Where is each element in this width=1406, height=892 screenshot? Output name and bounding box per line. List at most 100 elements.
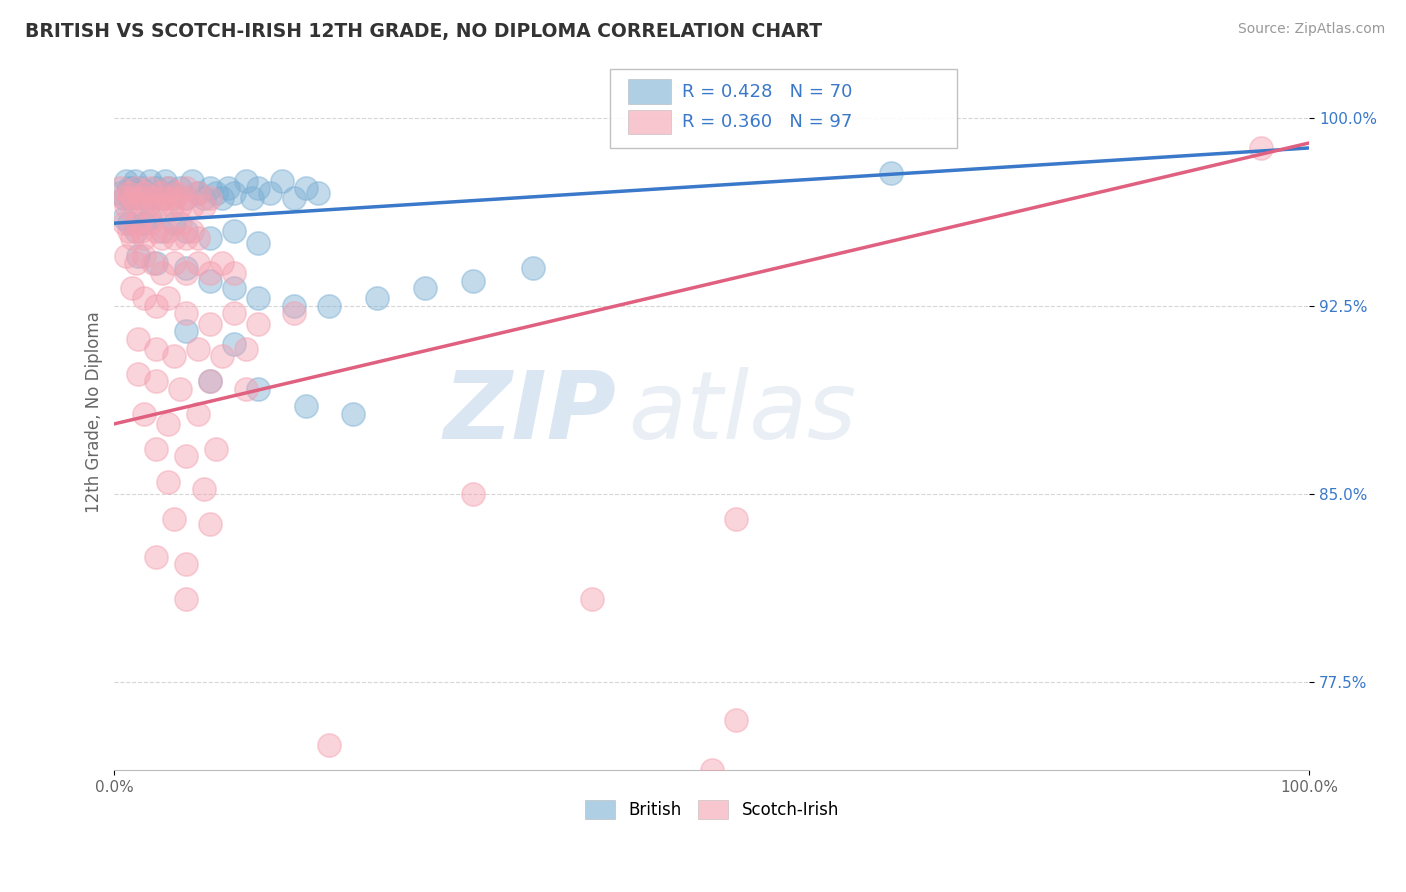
Point xyxy=(160,199,183,213)
Point xyxy=(173,191,195,205)
Point xyxy=(118,181,141,195)
Point xyxy=(174,231,197,245)
Point xyxy=(198,317,221,331)
Point xyxy=(150,191,173,205)
Point xyxy=(169,216,191,230)
Point xyxy=(142,191,165,205)
Point xyxy=(198,274,221,288)
Point xyxy=(112,211,135,226)
Point xyxy=(149,186,172,200)
Point xyxy=(110,181,132,195)
Point xyxy=(163,191,186,205)
Point xyxy=(193,191,215,205)
Point xyxy=(205,186,228,200)
Point xyxy=(187,256,209,270)
Point xyxy=(187,186,209,200)
Text: R = 0.428   N = 70: R = 0.428 N = 70 xyxy=(682,83,852,101)
Point xyxy=(294,181,316,195)
Point xyxy=(136,186,159,200)
Point xyxy=(157,181,180,195)
Point xyxy=(181,224,204,238)
Point xyxy=(522,261,544,276)
Point xyxy=(121,191,143,205)
Point xyxy=(118,216,141,230)
FancyBboxPatch shape xyxy=(610,70,956,148)
Point xyxy=(121,181,143,195)
Point xyxy=(127,191,149,205)
Point xyxy=(294,399,316,413)
Point xyxy=(174,306,197,320)
Point xyxy=(112,191,135,205)
Point xyxy=(145,299,167,313)
Point xyxy=(198,266,221,280)
Point xyxy=(118,224,141,238)
Point xyxy=(1250,141,1272,155)
Point xyxy=(112,216,135,230)
Point xyxy=(145,342,167,356)
Point xyxy=(142,191,165,205)
Point xyxy=(174,191,197,205)
Point xyxy=(139,173,162,187)
Point xyxy=(413,281,436,295)
Point xyxy=(125,224,148,238)
Point xyxy=(187,231,209,245)
Point xyxy=(211,256,233,270)
Point xyxy=(157,417,180,431)
Point xyxy=(139,181,162,195)
Point xyxy=(121,231,143,245)
Point xyxy=(163,349,186,363)
FancyBboxPatch shape xyxy=(628,79,671,103)
Point xyxy=(129,224,152,238)
Point xyxy=(198,374,221,388)
Text: ZIP: ZIP xyxy=(443,367,616,458)
Point xyxy=(307,186,329,200)
Y-axis label: 12th Grade, No Diploma: 12th Grade, No Diploma xyxy=(86,311,103,514)
Point xyxy=(174,181,197,195)
Point xyxy=(169,199,191,213)
Point xyxy=(134,407,156,421)
Point xyxy=(222,186,245,200)
Point xyxy=(134,216,156,230)
Point xyxy=(160,186,183,200)
Text: Source: ZipAtlas.com: Source: ZipAtlas.com xyxy=(1237,22,1385,37)
Text: R = 0.360   N = 97: R = 0.360 N = 97 xyxy=(682,113,852,131)
Point xyxy=(153,173,176,187)
Point xyxy=(211,349,233,363)
Point xyxy=(163,256,186,270)
Point xyxy=(240,191,263,205)
Point xyxy=(134,186,156,200)
Point xyxy=(157,181,180,195)
Point xyxy=(134,249,156,263)
Point xyxy=(134,191,156,205)
Point xyxy=(235,342,257,356)
Point xyxy=(187,186,209,200)
Point xyxy=(145,181,167,195)
Point xyxy=(259,186,281,200)
Point xyxy=(125,216,148,230)
Point xyxy=(174,261,197,276)
Point xyxy=(581,592,603,607)
Point xyxy=(142,256,165,270)
Point xyxy=(461,487,484,501)
Point xyxy=(125,186,148,200)
Point xyxy=(222,281,245,295)
Point xyxy=(880,166,903,180)
Point xyxy=(127,199,149,213)
Point xyxy=(174,324,197,338)
Point xyxy=(169,181,191,195)
Point xyxy=(700,763,723,777)
Point xyxy=(145,199,167,213)
Point xyxy=(134,292,156,306)
Point xyxy=(235,382,257,396)
Point xyxy=(163,231,186,245)
Point xyxy=(118,191,141,205)
Point xyxy=(163,512,186,526)
Point xyxy=(129,191,152,205)
Point xyxy=(181,199,204,213)
Point xyxy=(153,191,176,205)
Point xyxy=(198,231,221,245)
Point xyxy=(211,191,233,205)
Point xyxy=(270,173,292,187)
Text: BRITISH VS SCOTCH-IRISH 12TH GRADE, NO DIPLOMA CORRELATION CHART: BRITISH VS SCOTCH-IRISH 12TH GRADE, NO D… xyxy=(25,22,823,41)
Point xyxy=(150,199,173,213)
